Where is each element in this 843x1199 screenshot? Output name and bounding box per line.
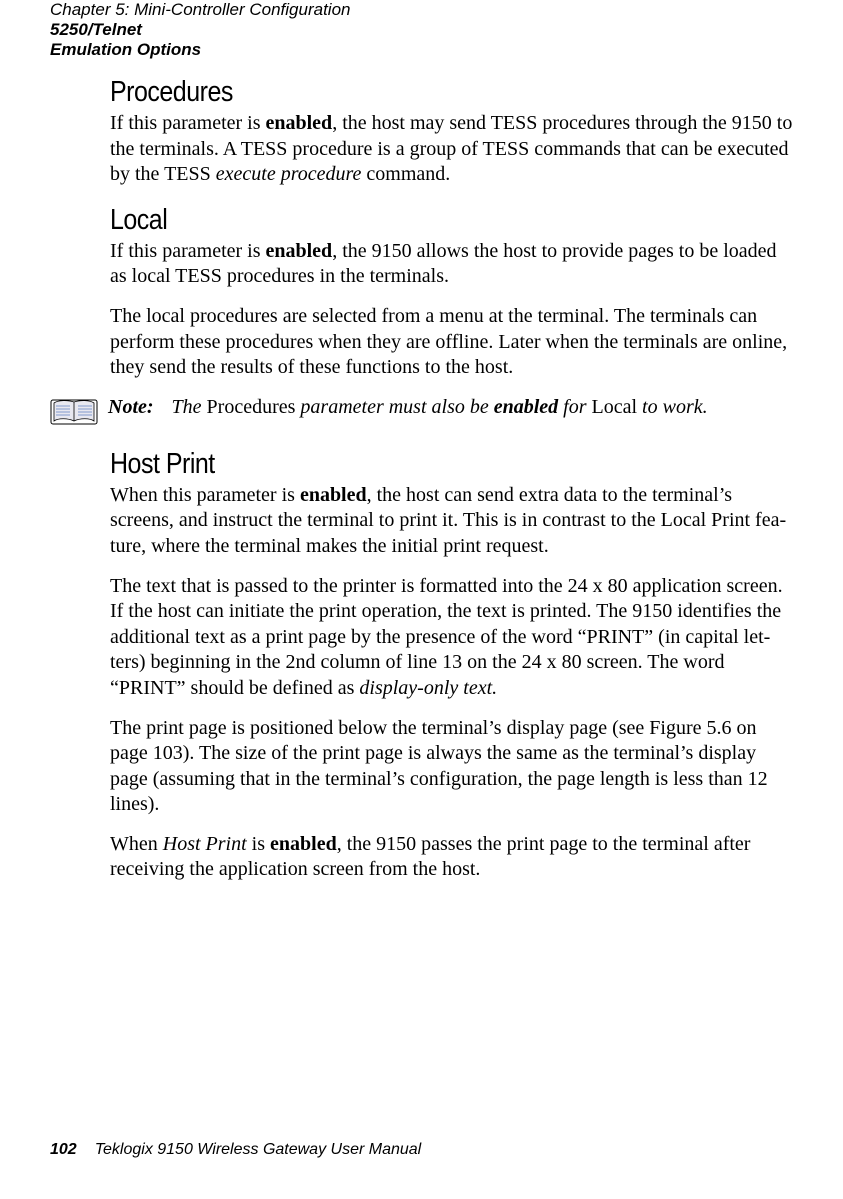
page-container: Chapter 5: Mini-Controller Configuration… xyxy=(0,0,843,883)
text-bold: enabled xyxy=(266,240,333,262)
text-italic: execute procedure xyxy=(216,163,362,185)
header-subject2: Emulation Options xyxy=(50,40,793,60)
header-chapter: Chapter 5: Mini-Controller Configuration xyxy=(50,0,793,20)
text-frag: parameter must also be xyxy=(295,396,493,418)
para-local-1: If this parameter is enabled, the 9150 a… xyxy=(110,239,793,290)
note-block: Note: The Procedures parameter must also … xyxy=(50,395,793,432)
text-bold: enabled xyxy=(494,396,558,418)
text-frag: When xyxy=(110,833,163,855)
text-frag: When this parameter is xyxy=(110,484,300,506)
para-procedures-1: If this parameter is enabled, the host m… xyxy=(110,111,793,188)
heading-procedures: Procedures xyxy=(110,76,793,109)
text-frag: command. xyxy=(361,163,450,185)
para-hostprint-1: When this parameter is enabled, the host… xyxy=(110,483,793,560)
book-icon xyxy=(50,397,98,432)
text-italic: Host Print xyxy=(163,833,247,855)
para-local-2: The local procedures are selected from a… xyxy=(110,304,793,381)
content-area: Procedures If this parameter is enabled,… xyxy=(110,78,793,883)
note-text: Note: The Procedures parameter must also … xyxy=(108,395,708,421)
text-bold: enabled xyxy=(270,833,337,855)
note-label: Note: xyxy=(108,396,154,418)
heading-local: Local xyxy=(110,204,793,237)
para-hostprint-3: The print page is positioned below the t… xyxy=(110,716,793,818)
footer: 102 Teklogix 9150 Wireless Gateway User M… xyxy=(50,1141,421,1159)
footer-text: Teklogix 9150 Wireless Gateway User Manu… xyxy=(95,1141,422,1158)
text-frag: The xyxy=(172,396,207,418)
text-frag: for xyxy=(558,396,591,418)
para-hostprint-2: The text that is passed to the printer i… xyxy=(110,574,793,702)
text-frag: to work. xyxy=(637,396,708,418)
text-bold: enabled xyxy=(300,484,367,506)
text-frag: is xyxy=(247,833,270,855)
text-bold: enabled xyxy=(266,112,333,134)
text-italic: display-only text. xyxy=(359,677,497,699)
text-frag: If this parameter is xyxy=(110,240,266,262)
para-hostprint-4: When Host Print is enabled, the 9150 pas… xyxy=(110,832,793,883)
text-frag: If this parameter is xyxy=(110,112,266,134)
text-normal: Procedures xyxy=(207,396,296,418)
heading-hostprint: Host Print xyxy=(110,448,793,481)
page-number: 102 xyxy=(50,1141,77,1158)
text-normal: Local xyxy=(592,396,638,418)
header-subject1: 5250/Telnet xyxy=(50,20,793,40)
